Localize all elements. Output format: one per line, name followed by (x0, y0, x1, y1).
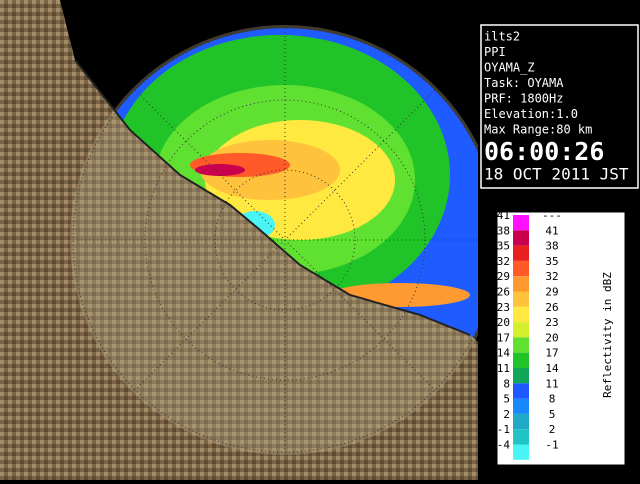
info-line: Max Range:80 km (484, 123, 592, 137)
legend-label-low: 5 (503, 393, 510, 406)
legend-label-high: 5 (549, 408, 556, 421)
legend-label-high: 29 (545, 286, 558, 299)
legend-label-low: 20 (497, 316, 510, 329)
legend-label-low: 14 (497, 347, 511, 360)
legend-label-high: 8 (549, 393, 556, 406)
legend-swatch (513, 368, 529, 384)
legend-label-low: 26 (497, 286, 510, 299)
info-line: PPI (484, 45, 506, 59)
legend-swatch (513, 398, 529, 414)
legend: >41 --- 38 41 35 38 32 35 29 32 26 29 23 26 20 23 17 20 14… (490, 209, 562, 460)
info-line: Elevation:1.0 (484, 107, 578, 121)
legend-swatch (513, 260, 529, 277)
legend-swatch (513, 413, 529, 430)
time: 06:00:26 (484, 137, 604, 166)
info-line: Task: OYAMA (484, 76, 564, 90)
legend-swatch (513, 230, 529, 246)
land (0, 0, 478, 480)
legend-label-low: 38 (497, 224, 510, 237)
legend-label-low: 8 (503, 377, 510, 390)
range-spoke (134, 89, 436, 391)
info-line: PRF: 1800Hz (484, 92, 563, 106)
legend-label-low: 35 (497, 240, 510, 253)
coastline (74, 59, 471, 336)
legend-swatch (513, 429, 529, 445)
legend-label-high: 32 (545, 270, 558, 283)
legend-swatch (513, 444, 529, 460)
legend-label-high: -1 (545, 439, 558, 452)
legend-label-low: 32 (497, 255, 510, 268)
legend-label-high: 2 (549, 423, 556, 436)
range-rings (72, 27, 478, 453)
legend-swatch (513, 245, 529, 261)
range-ring (214, 169, 356, 311)
legend-label-high: 26 (545, 301, 558, 314)
legend-label-high: 14 (545, 362, 559, 375)
legend-swatch (513, 306, 529, 323)
info-panel (480, 24, 639, 189)
info-line: OYAMA_Z (484, 61, 535, 75)
echo-core (195, 164, 245, 176)
legend-label-high: 38 (545, 240, 558, 253)
legend-label-high: 11 (545, 377, 558, 390)
legend-label-low: 2 (503, 408, 510, 421)
legend-label-high: 20 (545, 331, 558, 344)
legend-swatch (513, 322, 529, 338)
legend-label-low: 23 (497, 301, 510, 314)
legend-swatch (513, 337, 529, 353)
legend-title: Reflectivity in dBZ (601, 272, 614, 398)
legend-swatch (513, 352, 529, 368)
legend-label-low: -4 (497, 439, 511, 452)
legend-swatch (513, 276, 529, 292)
legend-label-high: 17 (545, 347, 558, 360)
legend-swatch (513, 215, 529, 231)
legend-label-high: --- (542, 209, 562, 222)
legend-label-low: -1 (497, 423, 510, 436)
info-line: ilts2 (484, 30, 520, 44)
legend-label-high: 35 (545, 255, 558, 268)
legend-label-low: 17 (497, 331, 510, 344)
legend-label-low: 11 (497, 362, 510, 375)
legend-label-low: >41 (490, 209, 510, 222)
legend-label-low: 29 (497, 270, 510, 283)
range-ring (72, 27, 478, 453)
legend-label-high: 41 (545, 224, 558, 237)
date: 18 OCT 2011 JST (484, 165, 629, 184)
legend-label-high: 23 (545, 316, 558, 329)
legend-swatch (513, 383, 529, 399)
legend-swatch (513, 291, 529, 307)
radar-map (0, 0, 478, 480)
